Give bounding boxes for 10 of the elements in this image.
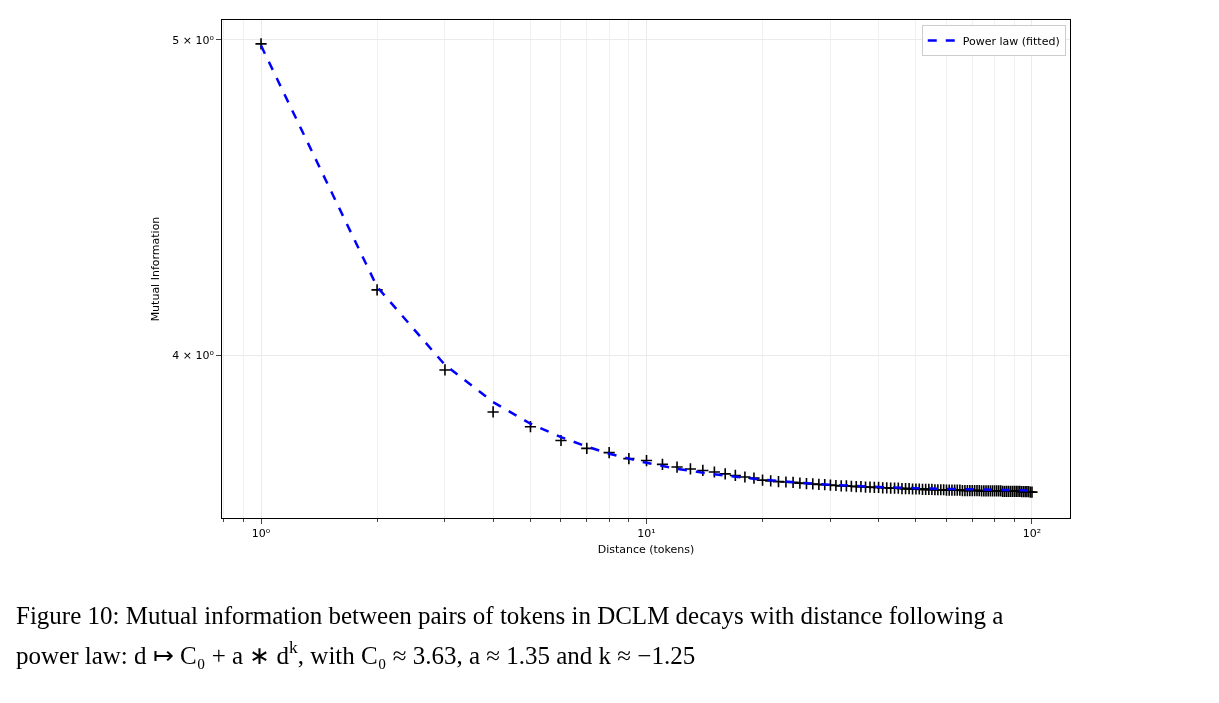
x-axis-title: Distance (tokens) — [597, 543, 695, 557]
x-tick-label: 10¹ — [637, 527, 656, 541]
legend-label: Power law (fitted) — [962, 34, 1060, 48]
y-tick-label: 5 × 10⁰ — [172, 33, 215, 47]
y-axis-title: Mutual Information — [148, 216, 162, 322]
x-tick-label: 10⁰ — [251, 527, 271, 541]
y-tick-label: 4 × 10⁰ — [172, 348, 215, 362]
text: power law: d ↦ C₀ + a ∗ d$^{k}$, with C₀ ≈ 3.63, a ≈ 1.35 and k ≈ −1.25 — [16, 637, 696, 669]
caption: Figure 10: Mutual information between pairs of tokens in DCLM decays with distance following a — [16, 602, 1004, 629]
x-tick-label: 10² — [1022, 527, 1042, 541]
